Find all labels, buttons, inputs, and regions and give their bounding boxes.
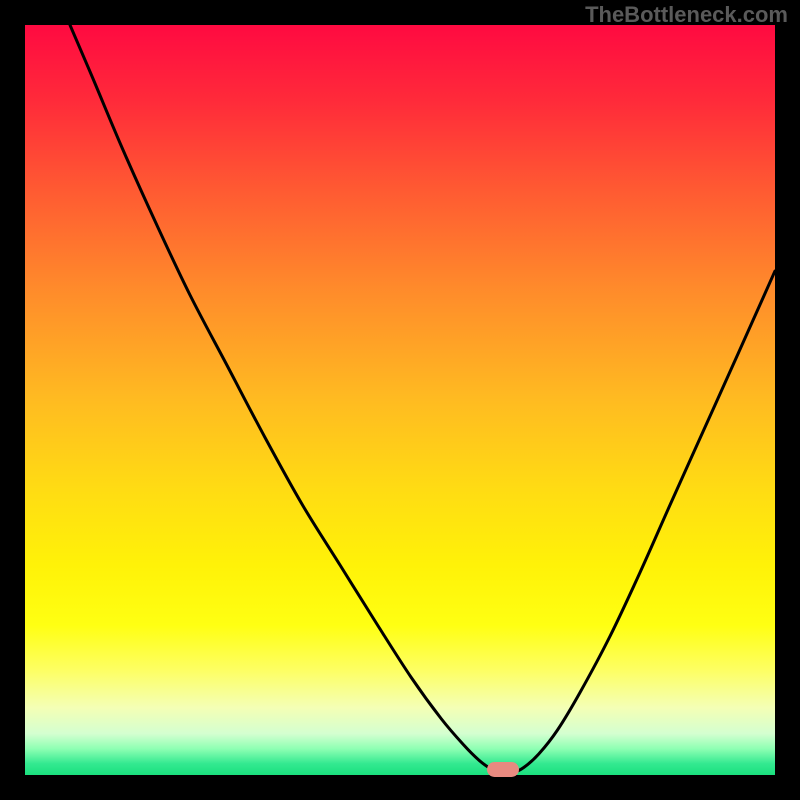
bottleneck-curve bbox=[25, 25, 775, 775]
chart-plot-area bbox=[25, 25, 775, 775]
optimal-point-marker bbox=[487, 762, 519, 777]
watermark-text: TheBottleneck.com bbox=[585, 2, 788, 28]
